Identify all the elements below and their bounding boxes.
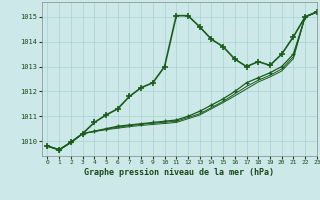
- X-axis label: Graphe pression niveau de la mer (hPa): Graphe pression niveau de la mer (hPa): [84, 168, 274, 177]
